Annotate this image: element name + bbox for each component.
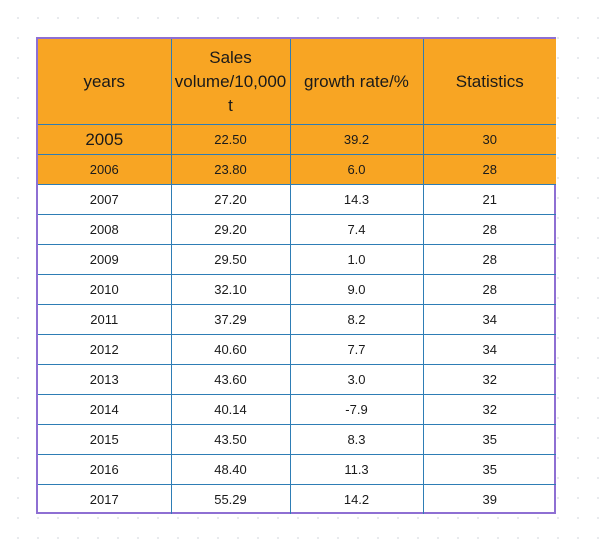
table-row: 2015 43.50 8.3 35 [38, 424, 556, 455]
header-sales-volume: Sales volume/10,000 t [170, 39, 291, 125]
cell-stat: 34 [422, 334, 556, 365]
cell-growth: 11.3 [289, 454, 424, 485]
cell-sales: 40.14 [170, 394, 291, 425]
cell-growth: 8.3 [289, 424, 424, 455]
header-row: years Sales volume/10,000 t growth rate/… [38, 39, 556, 125]
cell-sales: 43.50 [170, 424, 291, 455]
cell-year: 2007 [38, 184, 172, 215]
cell-growth: 14.2 [289, 484, 424, 514]
cell-sales: 48.40 [170, 454, 291, 485]
table-row: 2011 37.29 8.2 34 [38, 304, 556, 335]
cell-stat: 34 [422, 304, 556, 335]
sales-table: years Sales volume/10,000 t growth rate/… [38, 39, 556, 514]
cell-year: 2015 [38, 424, 172, 455]
cell-sales: 23.80 [170, 154, 291, 185]
cell-sales: 29.50 [170, 244, 291, 275]
cell-stat: 32 [422, 394, 556, 425]
cell-growth: 6.0 [289, 154, 424, 185]
cell-growth: 7.7 [289, 334, 424, 365]
cell-growth: 14.3 [289, 184, 424, 215]
cell-stat: 35 [422, 454, 556, 485]
table-row: 2012 40.60 7.7 34 [38, 334, 556, 365]
cell-year: 2009 [38, 244, 172, 275]
cell-stat: 28 [422, 214, 556, 245]
table-row: 2016 48.40 11.3 35 [38, 454, 556, 485]
cell-year: 2016 [38, 454, 172, 485]
cell-stat: 30 [422, 124, 556, 155]
cell-year: 2012 [38, 334, 172, 365]
table-row: 2010 32.10 9.0 28 [38, 274, 556, 305]
cell-sales: 37.29 [170, 304, 291, 335]
table-row: 2013 43.60 3.0 32 [38, 364, 556, 395]
cell-year: 2010 [38, 274, 172, 305]
cell-sales: 40.60 [170, 334, 291, 365]
cell-growth: 3.0 [289, 364, 424, 395]
cell-year: 2006 [38, 154, 172, 185]
cell-sales: 32.10 [170, 274, 291, 305]
cell-growth: 8.2 [289, 304, 424, 335]
table-row: 2008 29.20 7.4 28 [38, 214, 556, 245]
cell-sales: 55.29 [170, 484, 291, 514]
cell-sales: 27.20 [170, 184, 291, 215]
table-row: 2007 27.20 14.3 21 [38, 184, 556, 215]
cell-year: 2005 [38, 124, 172, 155]
data-table: years Sales volume/10,000 t growth rate/… [36, 37, 556, 514]
cell-year: 2013 [38, 364, 172, 395]
cell-growth: 7.4 [289, 214, 424, 245]
cell-sales: 43.60 [170, 364, 291, 395]
cell-stat: 32 [422, 364, 556, 395]
header-statistics: Statistics [422, 39, 556, 125]
cell-stat: 28 [422, 244, 556, 275]
cell-year: 2014 [38, 394, 172, 425]
table-row: 2005 22.50 39.2 30 [38, 124, 556, 155]
cell-sales: 22.50 [170, 124, 291, 155]
cell-growth: 1.0 [289, 244, 424, 275]
table-row: 2014 40.14 -7.9 32 [38, 394, 556, 425]
cell-stat: 28 [422, 274, 556, 305]
header-growth-rate: growth rate/% [289, 39, 424, 125]
cell-growth: -7.9 [289, 394, 424, 425]
cell-year: 2017 [38, 484, 172, 514]
cell-growth: 9.0 [289, 274, 424, 305]
header-years: years [38, 39, 172, 125]
table-row: 2006 23.80 6.0 28 [38, 154, 556, 185]
cell-stat: 35 [422, 424, 556, 455]
cell-sales: 29.20 [170, 214, 291, 245]
table-row: 2017 55.29 14.2 39 [38, 484, 556, 514]
cell-stat: 28 [422, 154, 556, 185]
cell-stat: 39 [422, 484, 556, 514]
cell-stat: 21 [422, 184, 556, 215]
cell-year: 2011 [38, 304, 172, 335]
table-row: 2009 29.50 1.0 28 [38, 244, 556, 275]
cell-year: 2008 [38, 214, 172, 245]
cell-growth: 39.2 [289, 124, 424, 155]
